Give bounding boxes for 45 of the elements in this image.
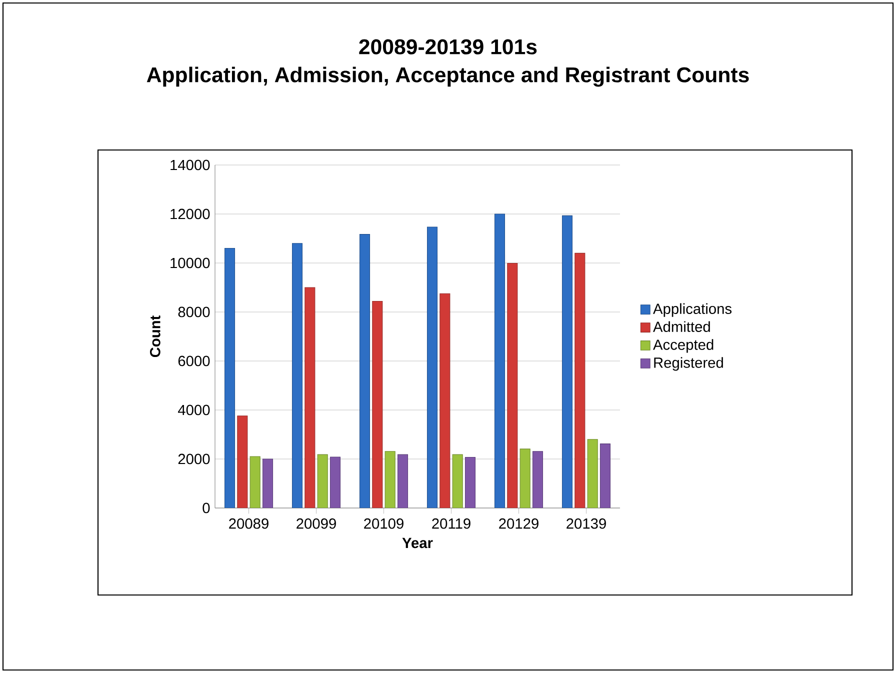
chart-title: 20089-20139 101s Application, Admission, Acceptance and Registrant Counts [146,39,749,87]
bar [440,293,450,508]
bar [359,234,370,508]
bar [452,454,463,508]
bar [464,457,476,508]
bar [574,252,586,508]
x-tick-label: 20129 [499,518,538,529]
bar [397,454,408,508]
bar [262,458,274,508]
bar [494,214,506,508]
legend-label: Admitted [653,321,710,332]
y-tick-label: 8000 [178,306,210,318]
y-axis-title: Count [150,315,160,358]
y-tick-label: 2000 [178,454,210,464]
y-tick-label: 0 [202,502,210,514]
x-tick-label: 20089 [229,518,268,529]
bar [384,451,396,508]
y-tick-label: 14000 [170,160,210,170]
bar [520,448,530,508]
legend-label: Applications [653,303,732,317]
x-tick-label: 20109 [364,518,404,529]
y-tick-label: 10000 [170,258,210,268]
legend-label: Registered [654,357,723,371]
x-tick-label: 20099 [296,518,336,529]
bar [330,456,341,508]
bar [562,215,573,508]
bar [250,456,260,508]
bar [532,451,544,508]
bar [224,248,236,508]
bar [507,262,518,508]
bar [304,287,316,508]
x-axis-title: Year [402,538,433,548]
bar [587,439,598,508]
bar [237,416,248,508]
y-tick-label: 4000 [178,404,210,416]
bar [292,243,303,508]
legend-label: Accepted [653,339,714,353]
y-tick-label: 12000 [170,208,210,220]
bar [600,444,611,508]
bar [317,454,328,508]
bar [372,300,383,508]
y-tick-label: 6000 [178,356,210,366]
bar [426,226,438,508]
x-tick-label: 20119 [432,518,470,529]
x-tick-label: 20139 [566,518,606,529]
